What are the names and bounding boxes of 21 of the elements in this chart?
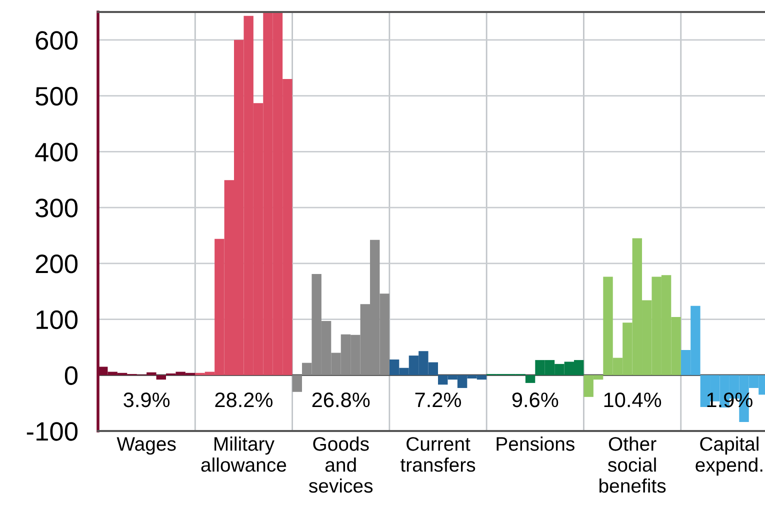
annotation: 3.9%: [124, 392, 170, 408]
y-tick-label: -100: [26, 422, 78, 441]
y-tick-label: 300: [36, 198, 78, 218]
x-tick-label: Goods and sevices: [308, 436, 373, 493]
y-tick-label: 0: [64, 366, 78, 385]
annotation: 26.8%: [312, 392, 370, 408]
x-tick-label: Wages: [116, 437, 176, 455]
annotation: 28.2%: [215, 392, 273, 408]
annotation: 10.4%: [604, 392, 662, 408]
y-tick-label: 600: [36, 31, 78, 50]
y-tick-label: 200: [36, 254, 78, 274]
x-tick-label: Current transfers: [400, 437, 476, 472]
y-tick-label: 100: [36, 310, 78, 330]
annotation: 9.6%: [512, 392, 558, 408]
annotation: 7.2%: [415, 392, 462, 408]
x-tick-label: Pensions: [496, 436, 574, 451]
y-tick-label: 500: [36, 86, 78, 106]
x-tick-label: Other social benefits: [600, 436, 666, 493]
y-tick-label: 400: [35, 142, 78, 162]
x-tick-label: Military allowance: [201, 436, 286, 472]
x-tick-label: Capital expend.: [696, 436, 762, 476]
